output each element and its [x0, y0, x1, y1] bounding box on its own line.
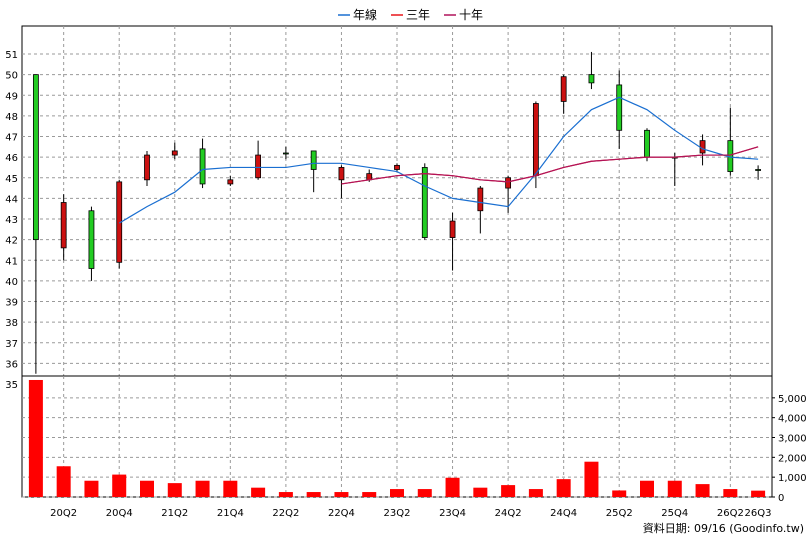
price-y-tick: 45: [5, 174, 18, 185]
price-y-tick: 46: [5, 153, 18, 164]
volume-bar: [501, 485, 516, 497]
x-tick-label: 26Q2: [717, 508, 744, 519]
price-y-tick: 36: [5, 359, 18, 370]
x-tick-label: 24Q4: [550, 508, 577, 519]
volume-bar: [751, 490, 766, 497]
price-y-tick: 37: [5, 339, 18, 350]
volume-bar: [278, 492, 293, 497]
volume-bar: [528, 489, 543, 497]
candle-body: [199, 148, 206, 185]
price-y-tick: 48: [5, 112, 18, 123]
volume-bar: [556, 479, 571, 497]
volume-bar: [112, 474, 127, 497]
x-tick-label: 23Q4: [439, 508, 466, 519]
x-tick-label: 23Q2: [384, 508, 411, 519]
price-y-tick: 44: [5, 194, 18, 205]
volume-bar: [390, 489, 404, 497]
candle-body: [421, 167, 428, 238]
candle-body: [505, 177, 512, 189]
price-y-tick: 47: [5, 133, 18, 144]
volume-bar: [56, 466, 71, 497]
candle-body: [644, 129, 650, 158]
legend-label: 年線: [353, 7, 377, 22]
volume-bar: [195, 480, 210, 497]
volume-bar: [473, 487, 488, 497]
legend-label: 三年: [406, 8, 430, 22]
candle-body: [366, 173, 373, 181]
candle-body: [616, 84, 623, 131]
price-panel: 35 36 37 38 39 40 41 42 43 44 45 46 47 48 49 50 51: [5, 25, 773, 391]
candle-body: [255, 154, 262, 179]
volume-y-tick: 0: [778, 493, 784, 504]
data-date-footer: 資料日期: 09/16 (Goodinfo.tw): [643, 521, 804, 535]
candle-body: [227, 179, 234, 185]
price-y-tick: 43: [5, 215, 18, 226]
volume-bar: [306, 492, 321, 497]
volume-bar: [140, 480, 154, 497]
volume-y-tick: 4,000: [778, 414, 807, 425]
x-tick-label: 22Q4: [328, 508, 355, 519]
x-tick-label: 24Q2: [495, 508, 522, 519]
x-tick-label: 21Q4: [217, 508, 244, 519]
volume-bar: [251, 487, 266, 497]
price-y-tick: 35: [5, 380, 18, 391]
volume-y-tick: 2,000: [778, 453, 807, 464]
x-tick-label: 20Q4: [106, 508, 133, 519]
candle-body: [394, 164, 400, 170]
x-tick-label: 21Q2: [161, 508, 188, 519]
price-y-tick: 42: [5, 236, 18, 247]
volume-bar: [723, 489, 738, 497]
candle-body: [699, 140, 706, 154]
candle-body: [282, 152, 289, 155]
price-y-tick: 38: [5, 318, 18, 329]
price-y-tick: 41: [5, 256, 18, 267]
volume-bar: [362, 492, 377, 497]
x-tick-label: 25Q4: [661, 508, 688, 519]
volume-bar: [334, 492, 349, 497]
volume-y-tick: 5,000: [778, 394, 807, 405]
volume-bar: [28, 379, 43, 497]
candle-body: [477, 187, 484, 212]
candle-body: [32, 74, 39, 241]
volume-panel: 0 1,000 2,000 3,000 4,000 5,000 20Q2 20Q4 21Q2 21…: [21, 375, 807, 519]
candle-body: [560, 76, 567, 102]
ma-line-2: [341, 146, 759, 185]
candle-body: [338, 167, 345, 181]
candle-body: [60, 202, 67, 249]
legend-label: 十年: [459, 8, 483, 22]
x-tick-label: 25Q2: [606, 508, 633, 519]
volume-bar: [640, 480, 654, 497]
price-y-tick: 50: [5, 71, 18, 82]
volume-bar: [167, 483, 182, 497]
price-y-tick: 40: [5, 277, 18, 288]
x-tick-label: 26Q3: [745, 508, 772, 519]
volume-bar: [612, 490, 627, 497]
candle-body: [310, 150, 317, 170]
volume-bar: [417, 489, 432, 497]
volume-bar: [695, 484, 710, 497]
candle-body: [449, 220, 456, 238]
ma-line-0: [118, 96, 759, 224]
price-y-tick: 39: [5, 298, 18, 309]
candle-body: [88, 210, 95, 269]
candle-body: [532, 103, 539, 177]
x-tick-label: 22Q2: [272, 508, 299, 519]
volume-bar: [445, 477, 460, 497]
volume-bar: [223, 480, 238, 497]
volume-bar: [667, 480, 682, 497]
volume-bar: [584, 461, 599, 497]
chart-legend: 年線 三年 十年: [338, 7, 483, 22]
candle-body: [588, 74, 595, 84]
price-y-tick: 49: [5, 91, 18, 102]
candle-body: [171, 150, 178, 156]
x-tick-label: 20Q2: [50, 508, 77, 519]
candle-body: [755, 169, 762, 171]
volume-y-tick: 1,000: [778, 473, 807, 484]
volume-bar: [84, 480, 99, 497]
candle-body: [144, 154, 150, 181]
volume-y-tick: 3,000: [778, 434, 807, 445]
price-y-tick: 51: [5, 50, 18, 61]
